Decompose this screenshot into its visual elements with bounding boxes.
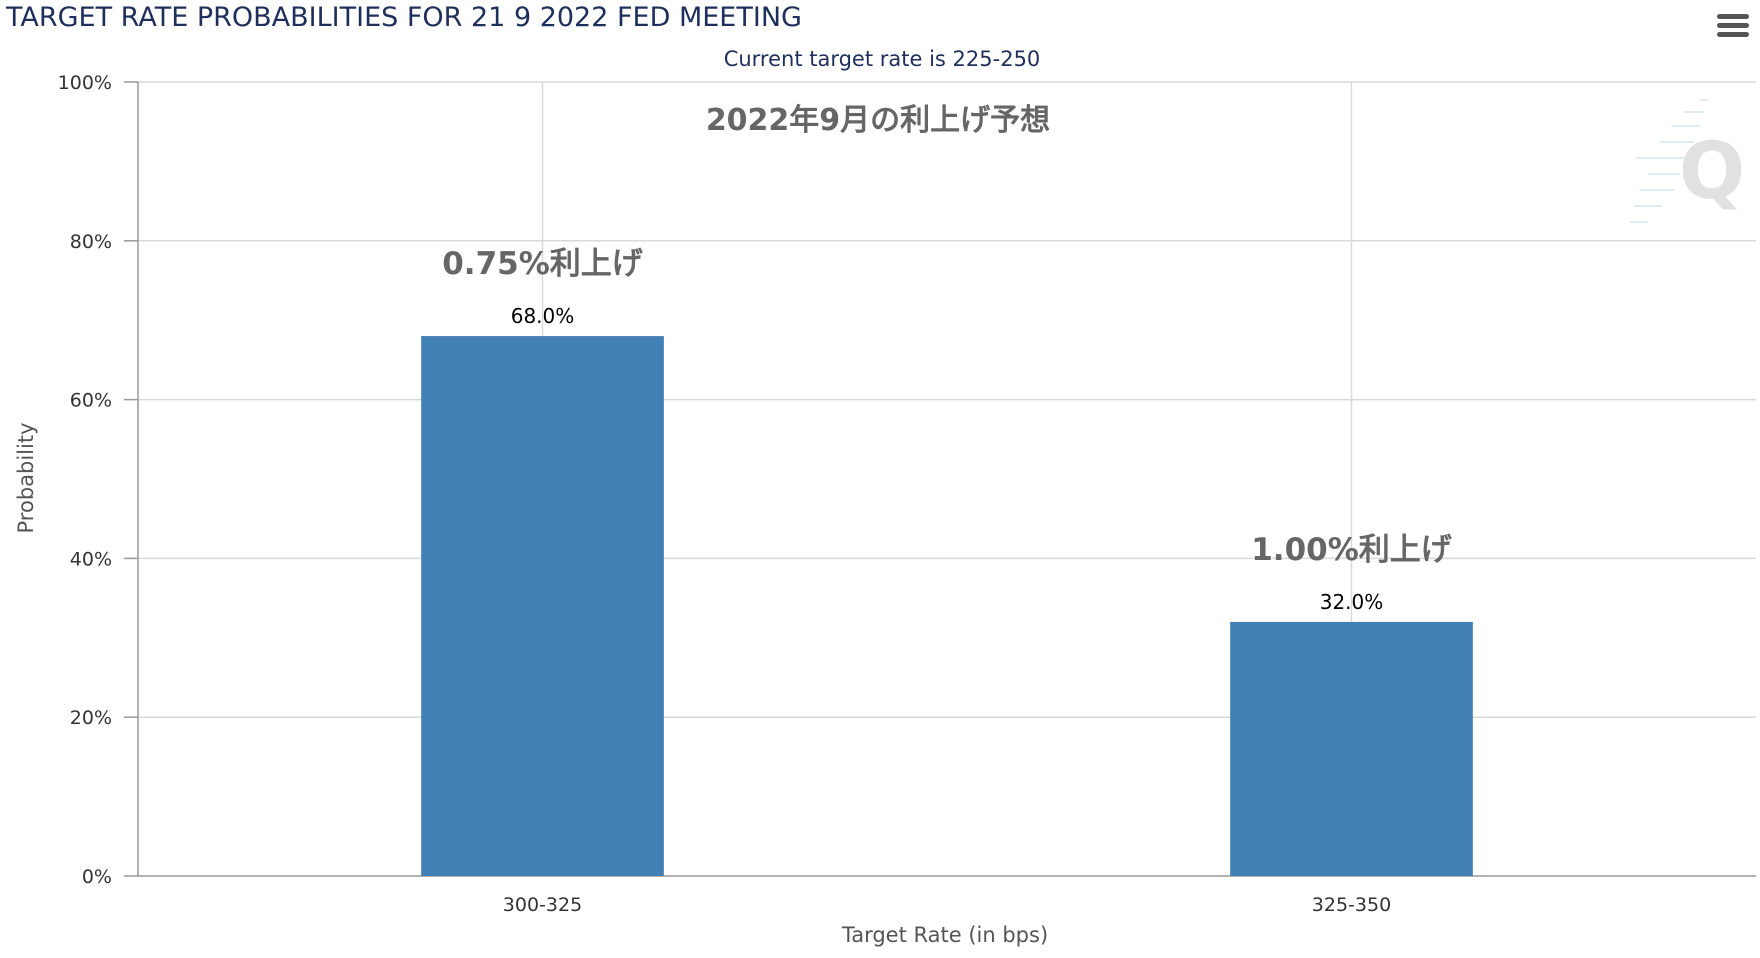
data-label: 68.0% xyxy=(511,304,575,328)
data-label: 32.0% xyxy=(1320,590,1384,614)
y-tick-label: 40% xyxy=(70,548,112,570)
bar-annotation: 0.75%利上げ xyxy=(442,246,644,282)
q-logo-icon: Q xyxy=(1630,99,1745,223)
y-tick-label: 20% xyxy=(70,707,112,729)
bar-annotation: 1.00%利上げ xyxy=(1251,532,1453,568)
x-tick-label: 300-325 xyxy=(503,894,582,916)
svg-text:Q: Q xyxy=(1679,127,1745,217)
bars xyxy=(421,336,1473,877)
gridlines xyxy=(124,81,1756,877)
y-tick-label: 100% xyxy=(58,72,112,94)
y-tick-label: 80% xyxy=(70,231,112,253)
y-axis-title: Probability xyxy=(14,422,38,533)
chart-subtitle: Current target rate is 225-250 xyxy=(724,47,1041,71)
hamburger-menu-icon[interactable] xyxy=(1712,8,1752,44)
y-tick-label: 60% xyxy=(70,390,112,412)
x-tick-label: 325-350 xyxy=(1312,894,1391,916)
bar[interactable] xyxy=(1230,621,1473,876)
y-tick-label: 0% xyxy=(82,866,112,888)
labels: 0% 20% 40% 60% 80% 100% 68.0% 0.75%利上げ 300-325 32… xyxy=(58,72,1453,916)
chart-title: TARGET RATE PROBABILITIES FOR 21 9 2022 … xyxy=(5,2,802,33)
annotation-main: 2022年9月の利上げ予想 xyxy=(706,103,1050,138)
x-axis-title: Target Rate (in bps) xyxy=(841,923,1048,947)
bar[interactable] xyxy=(421,336,664,877)
